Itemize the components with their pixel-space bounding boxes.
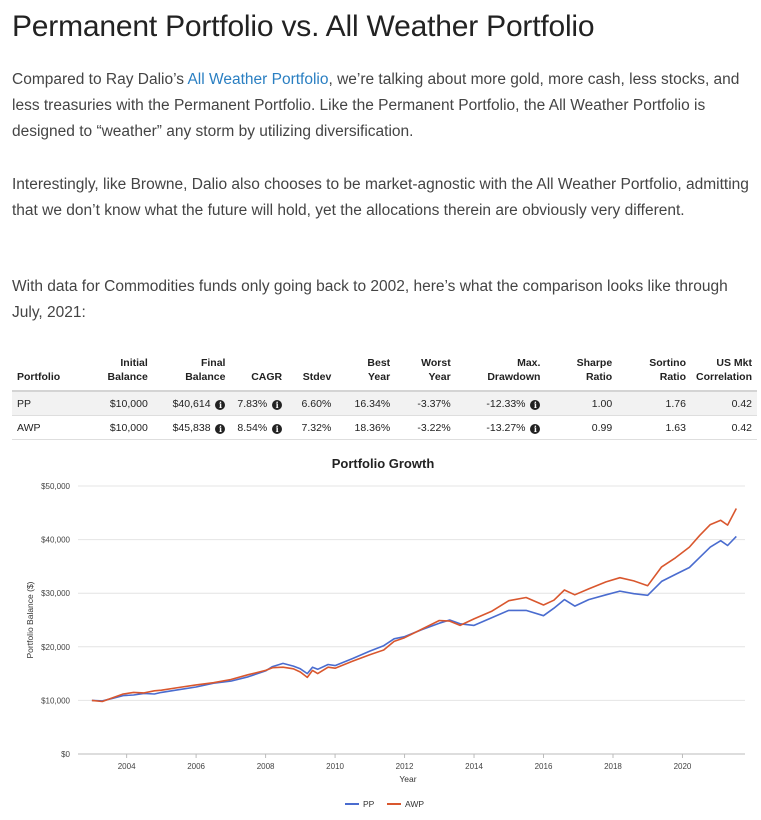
cell-cagr: 7.83% i — [230, 391, 288, 416]
cell-final-balance: $45,838 i — [152, 415, 231, 440]
page-title: Permanent Portfolio vs. All Weather Port… — [12, 10, 595, 43]
cell-portfolio: PP — [12, 391, 83, 416]
col-cagr: CAGR — [230, 352, 288, 392]
paragraph-dalio: Interestingly, like Browne, Dalio also c… — [12, 176, 749, 219]
series-line-awp — [91, 508, 738, 703]
col-initial-balance: Initial Balance — [82, 352, 153, 392]
paragraph-intro-after: , we’re talking about more gold, more ca… — [12, 71, 740, 140]
info-icon[interactable]: i — [272, 399, 283, 410]
info-icon[interactable]: i — [530, 423, 541, 434]
legend-label-pp: PP — [363, 799, 375, 809]
cell-us-mkt-correlation: 0.42 — [690, 391, 757, 416]
col-worst-year: Worst Year — [395, 352, 456, 392]
cell-max-drawdown: -13.27% i — [455, 415, 546, 440]
info-icon[interactable]: i — [215, 399, 226, 410]
cell-cagr: 8.54% i — [230, 415, 288, 440]
cell-initial-balance: $10,000 — [82, 391, 153, 416]
paragraph-intro-before: Compared to Ray Dalio’s — [12, 71, 188, 88]
all-weather-portfolio-link[interactable]: All Weather Portfolio — [187, 71, 329, 88]
cell-stdev: 7.32% — [287, 415, 337, 440]
table-row: AWP $10,000 $45,838 i 8.54% i 7.32% 18.3… — [12, 415, 757, 440]
x-tick-label: 2020 — [674, 762, 692, 771]
y-tick-label: $40,000 — [41, 536, 70, 545]
x-tick-label: 2008 — [257, 762, 275, 771]
y-axis-label: Portfolio Balance ($) — [25, 581, 35, 658]
x-tick-label: 2010 — [326, 762, 344, 771]
col-best-year: Best Year — [336, 352, 396, 392]
cell-sortino-ratio: 1.63 — [617, 415, 691, 440]
cell-max-drawdown: -12.33% i — [455, 391, 546, 416]
y-tick-label: $50,000 — [41, 482, 70, 491]
cell-sharpe-ratio: 0.99 — [545, 415, 618, 440]
y-tick-label: $30,000 — [41, 589, 70, 598]
cell-portfolio: AWP — [12, 415, 83, 440]
paragraph-comparison: With data for Commodities funds only goi… — [12, 278, 728, 321]
x-tick-label: 2018 — [604, 762, 622, 771]
chart-title: Portfolio Growth — [332, 456, 435, 471]
cell-worst-year: -3.37% — [395, 391, 456, 416]
cell-best-year: 18.36% — [336, 415, 396, 440]
portfolio-stats-table: Portfolio Initial Balance Final Balance CA… — [12, 352, 757, 440]
x-axis-label: Year — [399, 774, 416, 784]
col-sharpe-ratio: Sharpe Ratio — [545, 352, 618, 392]
col-sortino-ratio: Sortino Ratio — [617, 352, 691, 392]
col-us-mkt-correlation: US Mkt Correlation — [690, 352, 757, 392]
cell-initial-balance: $10,000 — [82, 415, 153, 440]
cell-sharpe-ratio: 1.00 — [545, 391, 618, 416]
y-tick-label: $10,000 — [41, 696, 70, 705]
col-stdev: Stdev — [287, 352, 337, 392]
col-final-balance: Final Balance — [152, 352, 231, 392]
y-tick-label: $20,000 — [41, 643, 70, 652]
x-tick-label: 2006 — [187, 762, 205, 771]
cell-final-balance: $40,614 i — [152, 391, 231, 416]
portfolio-growth-chart: Portfolio Growth $0 $10,000 $20,000 $30,000… — [25, 456, 745, 809]
x-tick-label: 2016 — [535, 762, 553, 771]
info-icon[interactable]: i — [530, 399, 541, 410]
cell-stdev: 6.60% — [287, 391, 337, 416]
y-tick-label: $0 — [61, 750, 70, 759]
col-max-drawdown: Max. Drawdown — [455, 352, 546, 392]
cell-worst-year: -3.22% — [395, 415, 456, 440]
paragraph-intro: Compared to Ray Dalio’s All Weather Port… — [12, 67, 752, 145]
cell-best-year: 16.34% — [336, 391, 396, 416]
x-tick-label: 2004 — [118, 762, 136, 771]
table-row: PP $10,000 $40,614 i 7.83% i 6.60% 16.34… — [12, 391, 757, 416]
cell-sortino-ratio: 1.76 — [617, 391, 691, 416]
col-portfolio: Portfolio — [12, 352, 83, 392]
series-line-pp — [91, 535, 737, 702]
table-header-row: Portfolio Initial Balance Final Balance CA… — [12, 352, 757, 392]
x-tick-label: 2012 — [396, 762, 414, 771]
cell-us-mkt-correlation: 0.42 — [690, 415, 757, 440]
x-tick-label: 2014 — [465, 762, 483, 771]
legend-label-awp: AWP — [405, 799, 424, 809]
info-icon[interactable]: i — [272, 423, 283, 434]
info-icon[interactable]: i — [215, 423, 226, 434]
